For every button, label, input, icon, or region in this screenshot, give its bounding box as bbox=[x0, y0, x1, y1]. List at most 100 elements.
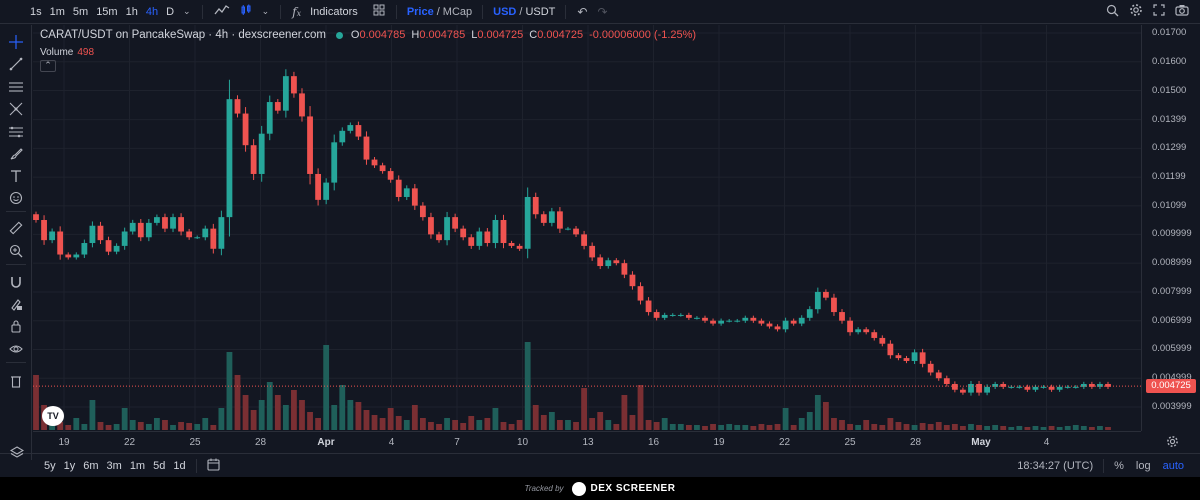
timeframe-chevron-down-icon[interactable]: ⌄ bbox=[183, 6, 191, 16]
horizontal-lines-icon[interactable] bbox=[0, 76, 32, 98]
emoji-icon[interactable] bbox=[0, 187, 32, 209]
symbol-title: CARAT/USDT on PancakeSwap · 4h · dexscre… bbox=[40, 29, 326, 41]
candle bbox=[766, 323, 773, 327]
percent-scale-toggle[interactable]: % bbox=[1114, 459, 1124, 472]
volume-bar bbox=[565, 420, 571, 430]
axis-settings-icon[interactable] bbox=[1166, 435, 1179, 451]
ruler-icon[interactable] bbox=[0, 217, 32, 239]
price-toggle[interactable]: Price bbox=[406, 5, 434, 18]
timeframe-15m[interactable]: 15m bbox=[96, 5, 118, 18]
volume-bar bbox=[81, 424, 88, 430]
volume-bar bbox=[1088, 427, 1095, 430]
volume-bar bbox=[927, 424, 934, 430]
candle bbox=[984, 386, 990, 393]
text-icon[interactable] bbox=[0, 165, 32, 187]
volume-bar bbox=[629, 415, 636, 430]
candle-series bbox=[33, 69, 1111, 396]
candle bbox=[121, 231, 128, 246]
range-5d[interactable]: 5d bbox=[153, 459, 166, 472]
usdt-toggle[interactable]: USDT bbox=[525, 5, 556, 18]
timeframe-5m[interactable]: 5m bbox=[72, 5, 89, 18]
volume-bar bbox=[250, 410, 257, 430]
candle bbox=[379, 165, 386, 172]
indicators-icon[interactable]: fx bbox=[292, 4, 302, 19]
mcap-toggle[interactable]: MCap bbox=[442, 5, 473, 18]
zoom-in-icon[interactable] bbox=[0, 240, 32, 262]
camera-icon[interactable] bbox=[1170, 4, 1194, 19]
volume-bar bbox=[178, 422, 184, 430]
candle bbox=[677, 314, 684, 316]
candle bbox=[968, 383, 974, 393]
search-icon[interactable] bbox=[1101, 4, 1124, 20]
log-scale-toggle[interactable]: log bbox=[1135, 459, 1151, 472]
volume-bar bbox=[347, 400, 354, 430]
price-axis-label: 0.006999 bbox=[1152, 314, 1192, 326]
timeframe-4h[interactable]: 4h bbox=[145, 5, 159, 18]
tradingview-logo[interactable]: TV bbox=[42, 406, 64, 426]
candle bbox=[258, 133, 265, 174]
candle bbox=[839, 312, 845, 321]
price-axis-label: 0.01299 bbox=[1152, 142, 1187, 154]
undo-icon[interactable]: ↶ bbox=[577, 4, 588, 19]
volume-bar bbox=[798, 418, 805, 430]
candle bbox=[879, 337, 886, 344]
brush-icon[interactable] bbox=[0, 143, 32, 165]
price-axis-label: 0.009999 bbox=[1152, 228, 1192, 240]
volume-bar bbox=[170, 425, 176, 430]
indicators-button[interactable]: Indicators bbox=[310, 5, 358, 18]
candle bbox=[1000, 383, 1007, 387]
timeframe-1m[interactable]: 1m bbox=[49, 5, 65, 18]
range-6m[interactable]: 6m bbox=[83, 459, 99, 472]
time-axis[interactable]: 19 22 25 28 Apr 4 7 10 13 16 19 22 25 28 May 4 bbox=[33, 431, 1141, 453]
redo-icon[interactable]: ↷ bbox=[597, 4, 608, 19]
candle bbox=[315, 173, 322, 200]
trash-icon[interactable] bbox=[0, 370, 32, 392]
volume-bar bbox=[105, 425, 112, 430]
layers-icon[interactable] bbox=[9, 446, 25, 463]
change-value: -0.00006000 (-1.25%) bbox=[589, 29, 697, 41]
candle bbox=[565, 228, 571, 230]
range-1m[interactable]: 1m bbox=[129, 459, 146, 472]
settings-icon[interactable] bbox=[1124, 3, 1148, 20]
candle bbox=[976, 383, 982, 393]
toolbar-divider bbox=[6, 211, 26, 212]
price-axis[interactable]: 0.01700 0.01600 0.01500 0.01399 0.01299 0.011… bbox=[1141, 25, 1200, 431]
fib-icon[interactable] bbox=[0, 121, 32, 143]
range-1d[interactable]: 1d bbox=[173, 459, 186, 472]
fullscreen-icon[interactable] bbox=[1148, 4, 1170, 19]
range-5y[interactable]: 5y bbox=[44, 459, 56, 472]
timeframe-1s[interactable]: 1s bbox=[30, 5, 42, 18]
candle bbox=[992, 383, 999, 387]
candle bbox=[935, 372, 942, 379]
volume-bar bbox=[742, 425, 749, 430]
price-chart[interactable] bbox=[33, 25, 1141, 431]
lock-drawing-icon[interactable] bbox=[0, 293, 32, 315]
trend-line-icon[interactable] bbox=[0, 53, 32, 75]
magnet-icon[interactable] bbox=[0, 271, 32, 293]
collapse-legend-button[interactable]: ⌃ bbox=[40, 60, 56, 72]
pitchfork-icon[interactable] bbox=[0, 98, 32, 120]
eye-icon[interactable] bbox=[0, 338, 32, 360]
range-1y[interactable]: 1y bbox=[63, 459, 76, 472]
layout-grid-icon[interactable] bbox=[368, 4, 390, 19]
range-3m[interactable]: 3m bbox=[106, 459, 122, 472]
candles-icon[interactable] bbox=[235, 4, 257, 19]
date-range-icon[interactable] bbox=[203, 458, 224, 474]
candle bbox=[637, 286, 644, 301]
crosshair-icon[interactable] bbox=[0, 31, 32, 53]
lock-icon[interactable] bbox=[0, 315, 32, 337]
chart-area[interactable] bbox=[33, 25, 1141, 431]
candle bbox=[331, 142, 338, 183]
volume-bar bbox=[645, 420, 652, 430]
usd-toggle[interactable]: USD bbox=[493, 5, 517, 18]
volume-bar bbox=[718, 425, 725, 430]
auto-scale-toggle[interactable]: auto bbox=[1162, 459, 1184, 472]
timeframe-1h[interactable]: 1h bbox=[125, 5, 138, 18]
timeframe-d[interactable]: D bbox=[166, 5, 175, 18]
chart-type-line-icon[interactable] bbox=[209, 4, 235, 19]
volume-bar bbox=[976, 425, 982, 430]
volume-bar bbox=[428, 422, 434, 430]
clock-time[interactable]: 18:34:27 (UTC) bbox=[1017, 459, 1094, 472]
chart-type-chevron-down-icon[interactable]: ⌄ bbox=[261, 6, 270, 16]
candle bbox=[927, 363, 934, 373]
